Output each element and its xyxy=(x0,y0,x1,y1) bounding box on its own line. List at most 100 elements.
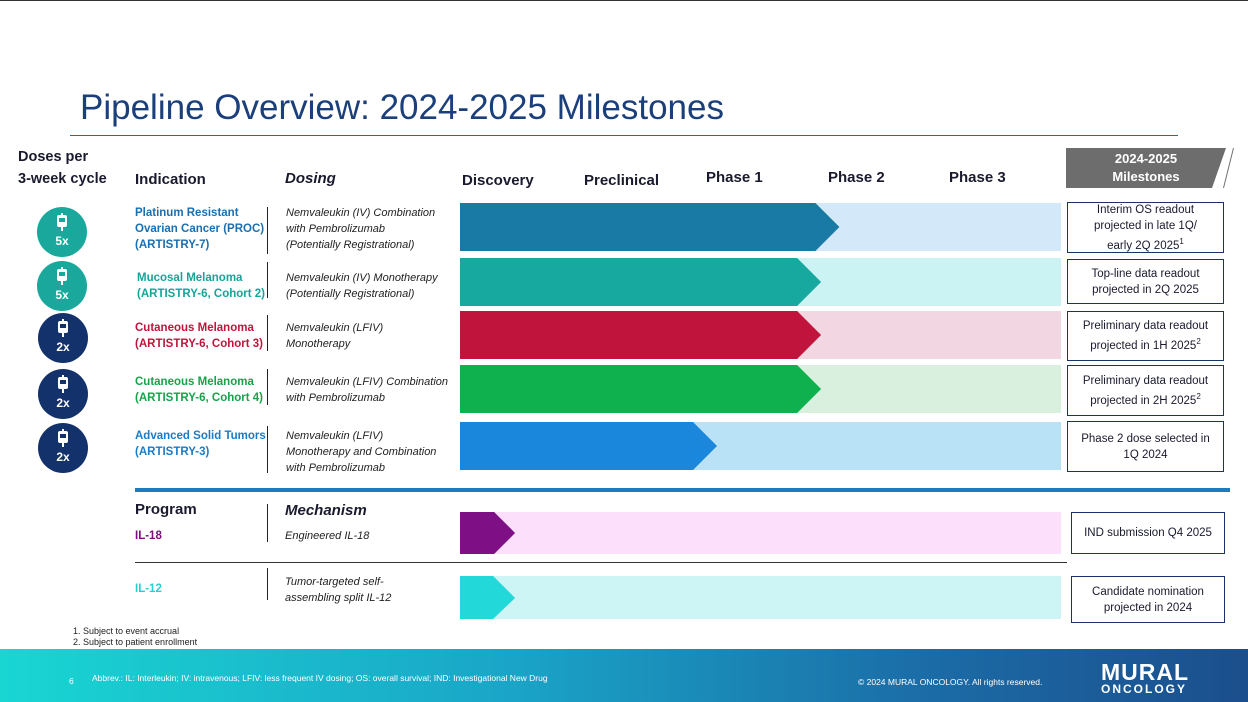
indication-0: Platinum Resistant Ovarian Cancer (PROC) (… xyxy=(135,205,264,253)
progress-band-4 xyxy=(460,422,1061,470)
milestone-line: projected in late 1Q/ xyxy=(1094,218,1197,234)
milestone-line: projected in 1H 20252 xyxy=(1083,334,1208,354)
iv-bag-icon xyxy=(57,267,67,285)
milestone-text: Candidate nomination projected in 2024 xyxy=(1092,584,1204,616)
footnote-ref: 2 xyxy=(1196,337,1201,347)
indication-line: (ARTISTRY-6, Cohort 3) xyxy=(135,338,263,350)
mechanism-line: Engineered IL-18 xyxy=(285,530,370,542)
mechanism-line: Tumor-targeted self- xyxy=(285,576,384,588)
indication-line: Advanced Solid Tumors xyxy=(135,430,266,442)
indication-line: (ARTISTRY-6, Cohort 4) xyxy=(135,392,263,404)
milestone-box-4: Phase 2 dose selected in 1Q 2024 xyxy=(1067,421,1224,472)
milestone-line-text: Top-line data readout xyxy=(1091,267,1200,280)
top-border xyxy=(0,0,1248,1)
footer-bar xyxy=(0,649,1248,702)
footnote-ref: 1 xyxy=(1179,236,1184,246)
progress-band-3 xyxy=(460,365,1061,413)
dosing-line: with Pembrolizumab xyxy=(286,223,386,235)
mechanism-0: Engineered IL-18 xyxy=(285,528,369,544)
milestone-line-text: Preliminary data readout xyxy=(1082,320,1209,333)
milestone-box-3: Preliminary data readout projected in 2H … xyxy=(1067,365,1224,416)
iv-bag-icon xyxy=(57,213,67,231)
indication-line: Ovarian Cancer (PROC) xyxy=(135,223,265,235)
milestone-line-text: projected in 2H 2025 xyxy=(1090,394,1197,407)
dose-count: 5x xyxy=(55,288,69,302)
dosing-line: Monotherapy xyxy=(286,338,351,350)
milestones-header-line1: 2024-2025 xyxy=(1114,151,1178,166)
dose-icon-0: 5x xyxy=(37,207,87,257)
milestone-line: 1Q 2024 xyxy=(1081,447,1210,463)
indication-header: Indication xyxy=(135,171,206,188)
milestone-line: Interim OS readout xyxy=(1094,202,1197,218)
milestone-line: projected in 2Q 2025 xyxy=(1091,282,1199,298)
iv-bag-icon xyxy=(58,429,68,447)
indication-line: (ARTISTRY-3) xyxy=(135,446,210,458)
copyright: © 2024 MURAL ONCOLOGY. All rights reserv… xyxy=(858,677,1043,687)
program-name-0: IL-18 xyxy=(135,530,162,542)
section-divider xyxy=(135,488,1230,492)
milestone-line: Preliminary data readout xyxy=(1083,373,1208,389)
title-underline xyxy=(70,135,1178,136)
column-separator xyxy=(267,315,268,351)
program-band-0-progress-arrow xyxy=(460,512,516,554)
mechanism-line: assembling split IL-12 xyxy=(285,592,392,604)
dosing-4: Nemvaleukin (LFIV) Monotherapy and Combin… xyxy=(286,428,436,476)
logo-oncology: ONCOLOGY xyxy=(1101,682,1188,696)
milestone-line: Top-line data readout xyxy=(1091,266,1199,282)
milestone-text: Phase 2 dose selected in 1Q 2024 xyxy=(1081,431,1210,463)
dosing-header: Dosing xyxy=(285,170,336,187)
milestone-line-text: Interim OS readout xyxy=(1096,203,1195,216)
dose-count: 2x xyxy=(56,450,70,464)
phase2-header: Phase 2 xyxy=(828,169,885,186)
indication-line: Cutaneous Melanoma xyxy=(135,322,254,334)
footnote-ref: 2 xyxy=(1196,391,1201,401)
column-separator xyxy=(267,207,268,254)
dosing-line: Nemvaleukin (LFIV) xyxy=(286,322,384,334)
milestone-line-text: 1Q 2024 xyxy=(1123,448,1168,461)
dose-icon-1: 5x xyxy=(37,261,87,311)
progress-band-1 xyxy=(460,258,1061,306)
dose-icon-4: 2x xyxy=(38,423,88,473)
phase1-header: Phase 1 xyxy=(706,169,763,186)
abbreviations: Abbrev.: IL: Interleukin; IV: intravenou… xyxy=(92,673,548,683)
milestone-line: early 2Q 20251 xyxy=(1094,234,1197,254)
dosing-0: Nemvaleukin (IV) Combination with Pembrol… xyxy=(286,205,435,253)
milestone-box-1: Top-line data readout projected in 2Q 202… xyxy=(1067,259,1224,304)
progress-band-2 xyxy=(460,311,1061,359)
milestone-line-text: early 2Q 2025 xyxy=(1107,239,1180,252)
column-separator xyxy=(267,262,268,298)
milestone-line: IND submission Q4 2025 xyxy=(1084,527,1212,539)
milestone-line: Phase 2 dose selected in xyxy=(1081,431,1210,447)
doses-header-line1: Doses per xyxy=(18,149,89,165)
program-band-1-progress-arrow xyxy=(460,576,516,619)
indication-3: Cutaneous Melanoma (ARTISTRY-6, Cohort 4) xyxy=(135,374,263,406)
milestone-text: Interim OS readout projected in late 1Q/e… xyxy=(1094,202,1197,254)
dosing-line: (Potentially Registrational) xyxy=(286,239,415,251)
dosing-line: Nemvaleukin (IV) Combination xyxy=(286,207,436,219)
progress-band-3-progress-arrow xyxy=(460,365,822,413)
progress-band-2-progress-arrow xyxy=(460,311,822,359)
milestone-text: Top-line data readout projected in 2Q 202… xyxy=(1091,266,1199,298)
milestone-line-text: Preliminary data readout xyxy=(1082,374,1209,387)
column-separator xyxy=(267,369,268,405)
dose-count: 2x xyxy=(56,340,70,354)
logo-mural: MURAL xyxy=(1101,659,1190,685)
column-separator xyxy=(267,504,268,542)
dosing-1: Nemvaleukin (IV) Monotherapy (Potentially… xyxy=(286,270,438,302)
program-band-0-track xyxy=(460,512,1061,554)
milestones-header-bg xyxy=(1066,148,1234,188)
dosing-line: Nemvaleukin (IV) Monotherapy xyxy=(286,272,438,284)
iv-bag-icon xyxy=(58,319,68,337)
column-separator xyxy=(267,426,268,473)
page-title: Pipeline Overview: 2024-2025 Milestones xyxy=(80,88,724,127)
program-milestone-box-1: Candidate nomination projected in 2024 xyxy=(1071,576,1225,623)
iv-bag-icon xyxy=(58,375,68,393)
dosing-line: with Pembrolizumab xyxy=(286,462,386,474)
progress-band-4-progress-arrow xyxy=(460,422,718,470)
program-band-1-track xyxy=(460,576,1061,619)
milestone-text: Preliminary data readout projected in 1H … xyxy=(1083,318,1208,354)
milestone-line: projected in 2024 xyxy=(1103,601,1193,614)
preclinical-header: Preclinical xyxy=(584,172,660,189)
milestone-line-text: projected in 1H 2025 xyxy=(1090,339,1197,352)
progress-band-1-progress-arrow xyxy=(460,258,822,306)
